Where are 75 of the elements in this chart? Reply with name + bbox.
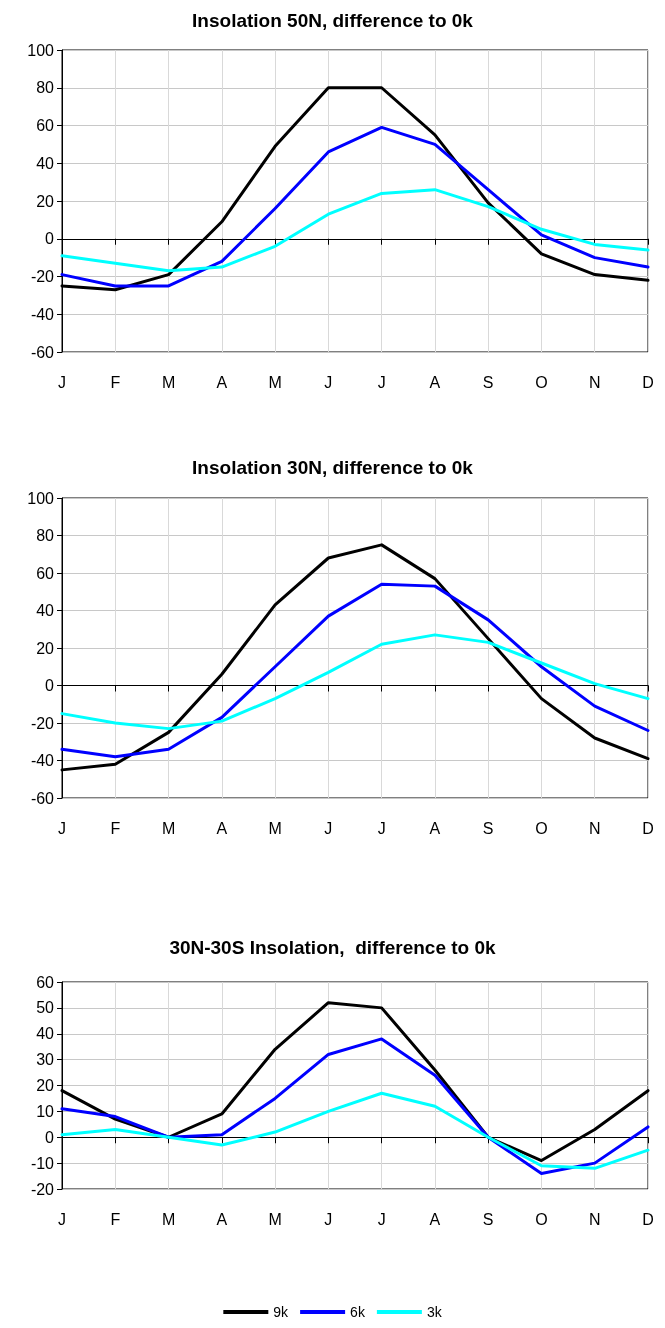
y-tick-label: 50	[36, 999, 55, 1017]
y-tick-label: 100	[27, 41, 55, 59]
y-tick-label: 60	[36, 973, 55, 991]
x-tick-label: D	[642, 1210, 654, 1228]
x-tick-label: F	[110, 373, 121, 391]
y-tick-label: 0	[45, 1128, 55, 1146]
y-tick-label: 60	[36, 564, 55, 582]
x-tick-label: A	[216, 819, 228, 837]
x-tick-label: M	[268, 1210, 282, 1228]
y-tick-label: 20	[36, 1077, 55, 1094]
x-tick-label: J	[58, 819, 66, 837]
x-tick-label: A	[429, 373, 441, 391]
y-tick-label: -60	[30, 789, 55, 807]
line-series	[60, 188, 650, 273]
x-tick-label: J	[377, 1210, 386, 1228]
legend-label: 6k	[350, 1304, 366, 1320]
x-tick-label: M	[161, 1210, 176, 1228]
y-tick-label: -20	[30, 714, 55, 732]
y-tick-label: 0	[45, 677, 55, 694]
line-series	[60, 1091, 650, 1170]
x-tick-label: A	[216, 1210, 228, 1228]
x-tick-label: O	[535, 1210, 548, 1228]
y-tick-label: -40	[30, 752, 55, 769]
x-tick-label: J	[377, 373, 386, 391]
line-series	[60, 582, 650, 759]
y-tick-label: 80	[36, 79, 55, 97]
y-tick-label: 40	[36, 1025, 55, 1043]
x-tick-label: D	[642, 373, 654, 391]
y-tick-label: 40	[36, 154, 55, 172]
y-tick-label: 80	[36, 527, 55, 544]
x-tick-label: N	[588, 1210, 601, 1228]
x-tick-label: S	[482, 1210, 494, 1228]
y-tick-label: 40	[36, 602, 55, 619]
x-tick-label: S	[482, 819, 494, 837]
x-tick-label: J	[324, 819, 333, 837]
x-tick-label: A	[429, 819, 441, 837]
x-tick-label: M	[161, 373, 176, 391]
x-tick-label: J	[324, 1210, 333, 1228]
x-tick-label: J	[58, 1210, 66, 1228]
x-tick-label: S	[482, 373, 494, 391]
line-series	[60, 633, 650, 731]
x-tick-label: N	[588, 819, 601, 837]
line-series	[60, 125, 650, 288]
y-tick-label: 10	[36, 1102, 55, 1120]
x-tick-label: J	[58, 373, 66, 391]
line-series	[60, 1037, 650, 1175]
x-tick-label: M	[268, 819, 282, 837]
x-tick-label: O	[535, 819, 548, 837]
chart-title: 30N-30S Insolation, difference to 0k	[169, 937, 497, 958]
y-tick-label: 100	[27, 489, 55, 507]
y-tick-label: 20	[36, 192, 55, 210]
chart-title: Insolation 50N, difference to 0k	[192, 10, 474, 31]
x-tick-label: J	[377, 819, 386, 837]
chart-title: Insolation 30N, difference to 0k	[192, 457, 474, 478]
legend-label: 9k	[273, 1304, 290, 1320]
y-tick-label: 60	[36, 117, 55, 134]
x-tick-label: D	[642, 819, 654, 837]
y-tick-label: -40	[30, 305, 55, 323]
y-tick-label: -20	[30, 268, 55, 285]
y-tick-label: 0	[45, 230, 55, 248]
y-tick-label: 20	[36, 639, 55, 657]
x-tick-label: M	[161, 819, 176, 837]
x-tick-label: N	[588, 373, 601, 391]
x-tick-label: O	[535, 373, 548, 391]
x-tick-label: A	[429, 1210, 441, 1228]
legend-label: 3k	[426, 1304, 443, 1320]
x-tick-label: M	[268, 373, 282, 391]
x-tick-label: J	[324, 373, 333, 391]
x-tick-label: A	[216, 373, 228, 391]
y-tick-label: -10	[30, 1154, 55, 1172]
y-tick-label: -20	[30, 1180, 55, 1198]
x-tick-label: F	[110, 1210, 121, 1228]
y-tick-label: 30	[36, 1051, 55, 1069]
y-tick-label: -60	[30, 343, 55, 361]
x-tick-label: F	[110, 819, 121, 837]
